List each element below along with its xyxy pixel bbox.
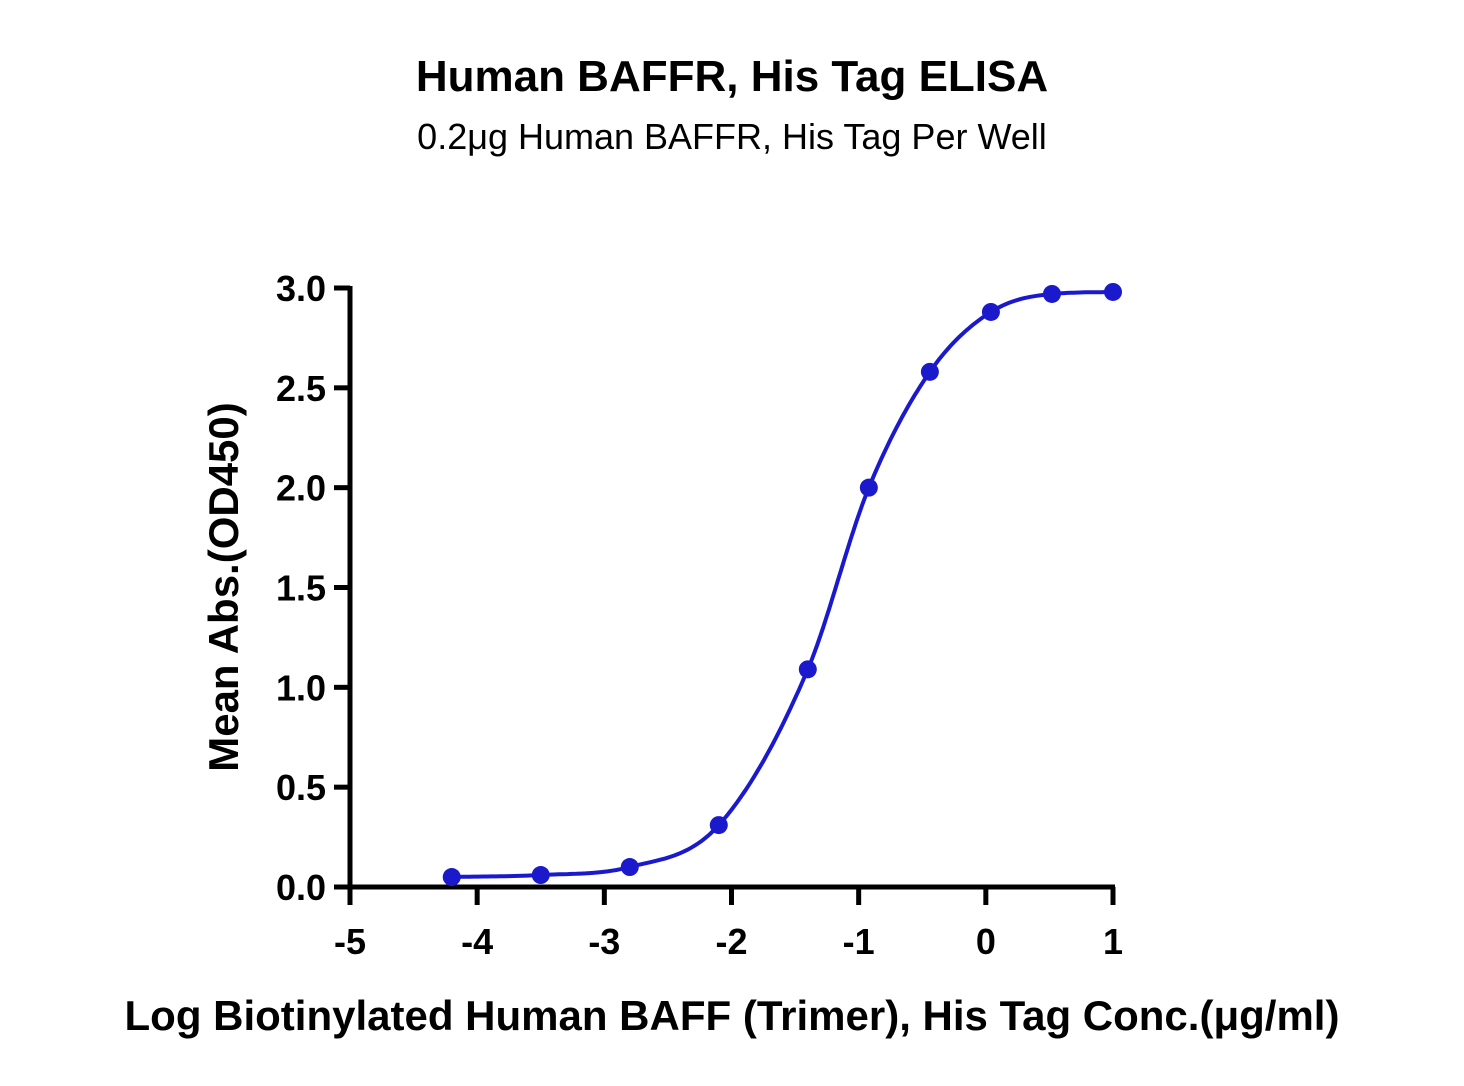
data-point [709,816,728,835]
data-points-layer [442,282,1122,887]
x-tick-label: 1 [1103,921,1123,962]
y-tick-label: 1.0 [276,667,326,708]
y-tick-label: 0.0 [276,867,326,908]
x-tick-label: -2 [715,921,747,962]
x-tick-label: -5 [334,921,366,962]
chart-title: Human BAFFR, His Tag ELISA [415,52,1049,101]
fit-curve [451,290,1113,879]
chart-subtitle: 0.2μg Human BAFFR, His Tag Per Well [417,116,1047,157]
x-tick-label: 0 [976,921,996,962]
y-tick-label: 2.0 [276,468,326,509]
x-axis-title: Log Biotinylated Human BAFF (Trimer), Hi… [125,992,1340,1039]
y-axis-title: Mean Abs.(OD450) [200,402,247,772]
data-point [859,478,878,497]
y-tick-label: 1.5 [276,568,326,609]
data-point [798,660,817,679]
data-point [1042,284,1061,303]
x-tick-label: -3 [588,921,620,962]
x-tick-label: -4 [461,921,493,962]
data-point [531,866,550,885]
data-point [920,362,939,381]
data-point [620,858,639,877]
x-tick-label: -1 [843,921,875,962]
y-tick-label: 3.0 [276,268,326,309]
data-point [442,868,461,887]
data-point [1104,282,1122,301]
axes: 0.0 0.5 1.0 1.5 2.0 2.5 3.0 -5 -4 -3 -2 -1 0 1 [276,268,1123,962]
data-point [981,302,1000,321]
fit-curve-layer [451,290,1113,879]
y-tick-label: 0.5 [276,767,326,808]
y-tick-label: 2.5 [276,368,326,409]
